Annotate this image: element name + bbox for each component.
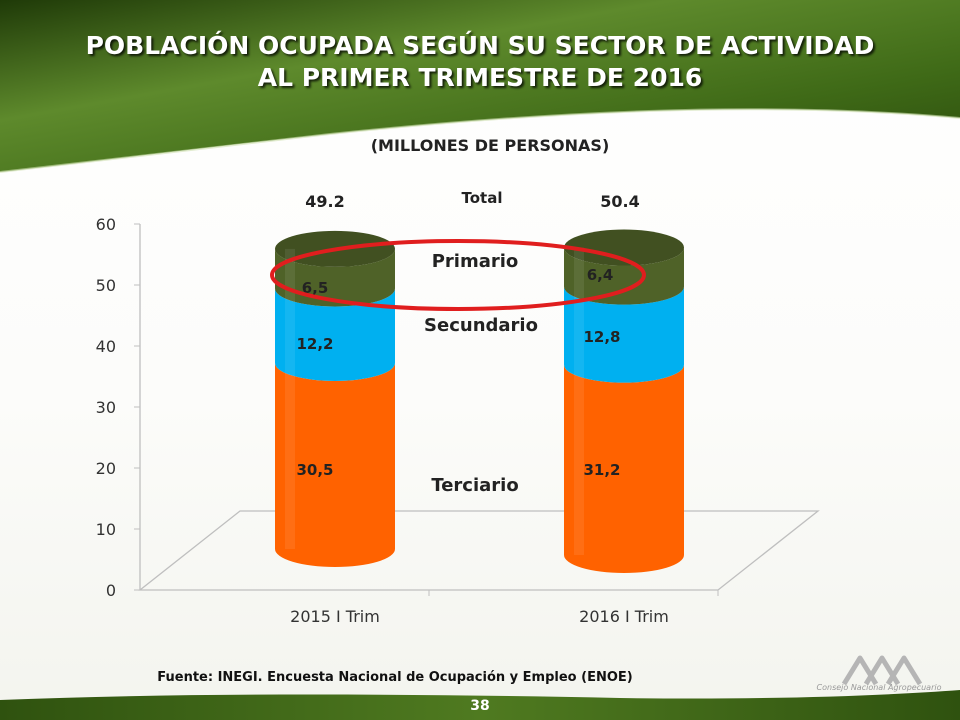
data-label: 12,2 (296, 335, 333, 353)
chart-floor (138, 510, 820, 591)
total-label: 50.4 (600, 192, 639, 211)
y-tick-label: 50 (96, 276, 116, 295)
bar-top-cap (564, 229, 684, 266)
bar-sheen (285, 248, 295, 549)
series-name-label: Primario (432, 251, 519, 272)
total-label: 49.2 (305, 192, 344, 211)
bar-segment-terciario (275, 362, 395, 567)
series-name-label: Secundario (424, 315, 538, 336)
y-tick-label: 10 (96, 520, 116, 539)
x-tick-label: 2015 I Trim (290, 607, 380, 626)
bar-segment-primario (564, 247, 684, 305)
bar-segment-secundario (275, 288, 395, 381)
data-label: 6,5 (302, 279, 329, 297)
y-tick-label: 60 (96, 215, 116, 234)
total-heading: Total (462, 189, 503, 207)
bar-sheen (574, 247, 584, 555)
cna-mountains-logo-icon (841, 655, 923, 686)
series-name-label: Terciario (431, 475, 518, 496)
y-tick-label: 40 (96, 337, 116, 356)
bar-cylinder (275, 230, 395, 567)
y-tick-label: 20 (96, 459, 116, 478)
data-label: 30,5 (296, 461, 333, 479)
data-label: 31,2 (583, 461, 620, 479)
y-tick-label: 30 (96, 398, 116, 417)
title-line-1: POBLACIÓN OCUPADA SEGÚN SU SECTOR DE ACT… (85, 31, 875, 60)
page-title: POBLACIÓN OCUPADA SEGÚN SU SECTOR DE ACT… (0, 30, 960, 94)
highlight-ellipse (270, 239, 646, 311)
bar-segment-primario (275, 248, 395, 307)
x-tick-label: 2016 I Trim (579, 607, 669, 626)
y-tick-label: 0 (106, 581, 116, 600)
page-number: 38 (470, 698, 490, 714)
bar-cylinder (564, 229, 684, 573)
data-label: 6,4 (587, 266, 614, 284)
chart-subtitle: (MILLONES DE PERSONAS) (370, 136, 610, 155)
logo-caption: Consejo Nacional Agropecuario (816, 683, 942, 692)
title-line-2: AL PRIMER TRIMESTRE DE 2016 (257, 63, 703, 92)
data-label: 12,8 (583, 328, 620, 346)
bar-segment-secundario (564, 286, 684, 383)
source-note: Fuente: INEGI. Encuesta Nacional de Ocup… (157, 670, 633, 685)
bar-segment-terciario (564, 364, 684, 573)
